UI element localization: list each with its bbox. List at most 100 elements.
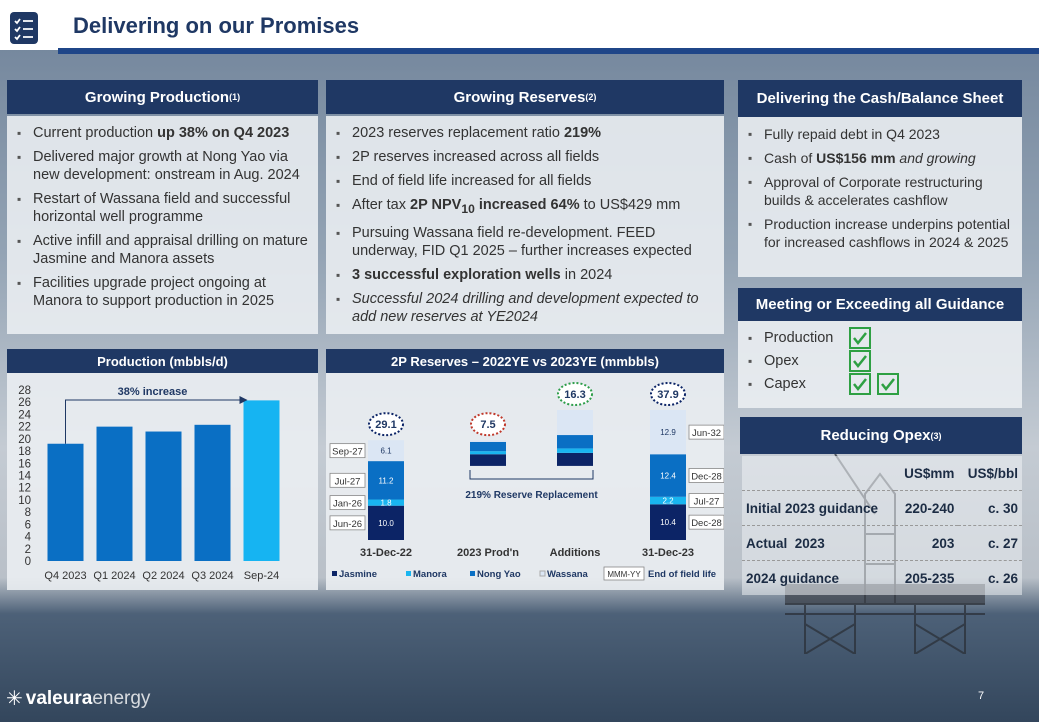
eol-label: Sep-27	[332, 447, 363, 458]
legend-swatch	[539, 570, 546, 577]
x-tick-label: 2023 Prod'n	[457, 547, 519, 559]
guidance-label: Production	[764, 329, 834, 346]
header-bar	[0, 0, 1039, 50]
check-icons	[849, 326, 871, 349]
bullet-text: Cash of	[764, 150, 817, 166]
y-tick-label: 24	[18, 409, 31, 421]
opex-table: US$mm US$/bbl Initial 2023 guidance 220-240…	[742, 456, 1022, 595]
bullet-text: 2P NPV	[410, 197, 462, 213]
table-cell: c. 26	[987, 570, 1018, 586]
panel-header: Delivering the Cash/Balance Sheet	[738, 80, 1022, 117]
bullet-text: 219%	[563, 125, 602, 141]
legend-key: MMM-YY	[607, 570, 641, 579]
panel-body: Current production up 38% on Q4 2023 Deli…	[7, 116, 318, 334]
total-label: 16.3	[564, 389, 585, 401]
table-row: 2024 guidance 205-235 c. 26	[742, 560, 1022, 595]
bar-segment	[470, 440, 506, 442]
logo-text: valeura	[25, 687, 93, 709]
legend-swatch	[332, 571, 337, 576]
legend-swatch	[406, 571, 411, 576]
bullet-text: up 38% on Q4 2023	[157, 125, 290, 141]
bar-segment	[470, 441, 506, 452]
bar-segment	[650, 454, 686, 497]
table-cell: Initial 2023 guidance	[746, 500, 879, 516]
eol-box	[688, 514, 724, 530]
guidance-item: Capex	[748, 372, 1012, 395]
chart-header: Production (mbbls/d)	[7, 349, 318, 373]
chart-header: 2P Reserves – 2022YE vs 2023YE (mmbbls)	[326, 349, 724, 373]
y-tick-label: 10	[18, 495, 31, 507]
x-tick-label: Sep-24	[244, 570, 279, 582]
legend-label: Jasmine	[339, 569, 377, 580]
table-row: Initial 2023 guidance 220-240 c. 30	[742, 490, 1022, 526]
total-bubble	[368, 412, 404, 437]
page-number: 7	[978, 690, 985, 702]
bullet-text: US$156 mm	[816, 150, 896, 166]
chart-title: Production (mbbls/d)	[97, 353, 228, 369]
y-tick-label: 18	[18, 446, 31, 458]
footnote-ref: (2)	[585, 92, 597, 102]
table-cell: 220-240	[904, 500, 955, 516]
y-tick-label: 26	[18, 397, 31, 409]
table-cell: 203	[931, 535, 955, 551]
bullet: Delivered major growth at Nong Yao via n…	[17, 148, 308, 184]
table-header: US$mm US$/bbl	[742, 456, 1022, 491]
table-cell: c. 30	[987, 500, 1018, 516]
panel-header: Reducing Opex (3)	[740, 417, 1022, 454]
total-bubble	[557, 382, 593, 406]
annotation-arrow	[65, 399, 240, 444]
y-tick-label: 4	[25, 532, 32, 544]
bullet-text: End of field life increased for all fiel…	[352, 173, 592, 189]
bullet-text: Current production	[33, 125, 158, 141]
bar-segment	[368, 499, 404, 506]
annotation: 38% increase	[118, 386, 188, 398]
legend-label: Wassana	[547, 569, 589, 580]
panel-header: Meeting or Exceeding all Guidance	[738, 288, 1022, 321]
y-tick-label: 14	[18, 471, 31, 483]
column-header: US$mm	[904, 465, 955, 481]
eol-label: Dec-28	[691, 518, 722, 529]
bullet-list: 2023 reserves replacement ratio 219% 2P r…	[326, 116, 724, 326]
logo-suffix: energy	[92, 687, 151, 709]
segment-label: 12.9	[660, 428, 676, 437]
eol-box	[329, 515, 366, 531]
table-row: Actual 2023 203 c. 27	[742, 525, 1022, 561]
guidance-list: Production Opex Capex	[738, 321, 1022, 395]
bullet-text: Approval of Corporate restructuring buil…	[764, 174, 983, 208]
y-tick-label: 20	[18, 434, 31, 446]
table-cell	[742, 456, 895, 491]
bullet: Active infill and appraisal drilling on …	[17, 232, 308, 268]
bar-segment	[557, 452, 593, 466]
table-cell: 205-235	[904, 570, 955, 586]
eol-label: Jun-32	[692, 428, 721, 439]
legend-key-box	[603, 566, 645, 581]
bar	[243, 400, 280, 561]
bullet-text: Fully repaid debt in Q4 2023	[764, 126, 940, 142]
legend-swatch	[470, 571, 475, 576]
arrow-head	[239, 396, 248, 404]
bar	[96, 426, 133, 561]
chart-title: 2P Reserves – 2022YE vs 2023YE (mmbbls)	[391, 353, 659, 369]
bullet-text: to US$429 mm	[579, 197, 681, 213]
x-tick-label: Q4 2023	[44, 570, 86, 582]
bullet-text: 2P reserves increased across all fields	[352, 149, 600, 165]
y-tick-label: 12	[18, 483, 31, 495]
bullet: Restart of Wassana field and successful …	[17, 190, 308, 226]
annotation: 219% Reserve Replacement	[465, 490, 598, 501]
segment-label: 11.2	[379, 476, 395, 485]
bullet-text: increased 64%	[474, 197, 580, 213]
bullet-text: Production increase underpins potential …	[764, 216, 1010, 250]
logo-mark: ✳	[6, 688, 23, 710]
oil-rig	[785, 454, 985, 654]
y-tick-label: 0	[25, 556, 31, 568]
eol-label: Jun-26	[333, 519, 362, 530]
x-tick-label: 31-Dec-23	[642, 547, 694, 559]
legend-label: Manora	[413, 569, 448, 580]
segment-label: 10.4	[660, 518, 676, 527]
table-cell: Actual 2023	[746, 535, 825, 551]
check-frame	[877, 372, 899, 395]
bullet: End of field life increased for all fiel…	[336, 172, 718, 190]
check-frame	[849, 372, 871, 395]
x-tick-label: Q3 2024	[191, 570, 233, 582]
